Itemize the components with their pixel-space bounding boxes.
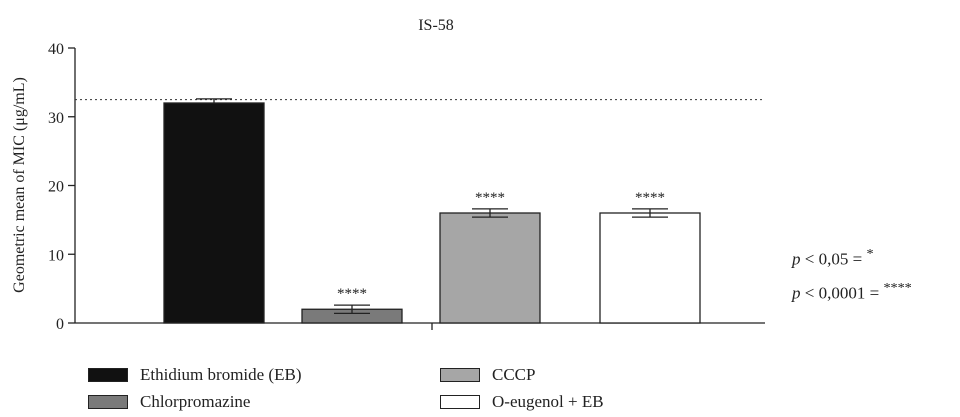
significance-label: **** (635, 190, 665, 206)
y-tick-label: 30 (48, 110, 64, 127)
y-axis-label: Geometric mean of MIC (μg/mL) (11, 77, 28, 293)
legend-swatch (440, 368, 480, 382)
significance-label: **** (337, 286, 367, 302)
legend-item-cccp: CCCP (440, 365, 535, 385)
pvalue-symbol: p (792, 283, 801, 303)
y-tick-label: 10 (48, 247, 64, 264)
pvalue-text: < 0,0001 = (800, 283, 884, 303)
legend-swatch (440, 395, 480, 409)
legend-label: Ethidium bromide (EB) (140, 365, 302, 384)
legend-item-o-eugenol-eb: O-eugenol + EB (440, 392, 604, 412)
y-tick-label: 20 (48, 179, 64, 196)
pvalue-stars: **** (883, 280, 912, 296)
legend-label: O-eugenol + EB (492, 392, 604, 411)
bar (163, 102, 265, 324)
legend-swatch (88, 368, 128, 382)
pvalue-text: < 0,05 = (800, 249, 867, 269)
bar (599, 212, 701, 324)
pvalue-symbol: p (792, 249, 801, 269)
legend-item-ethidium-bromide: Ethidium bromide (EB) (88, 365, 301, 385)
chart-title: IS-58 (418, 17, 454, 34)
pvalue-note-1: p < 0,05 = * (792, 246, 874, 270)
legend-label: CCCP (492, 365, 536, 384)
pvalue-note-2: p < 0,0001 = **** (792, 280, 912, 304)
significance-label: **** (475, 190, 505, 206)
legend-swatch (88, 395, 128, 409)
legend-label: Chlorpromazine (140, 392, 251, 411)
pvalue-stars: * (866, 246, 874, 262)
legend-item-chlorpromazine: Chlorpromazine (88, 392, 250, 412)
y-tick-label: 0 (56, 316, 64, 333)
y-tick-label: 40 (48, 41, 64, 58)
bar (439, 212, 541, 324)
